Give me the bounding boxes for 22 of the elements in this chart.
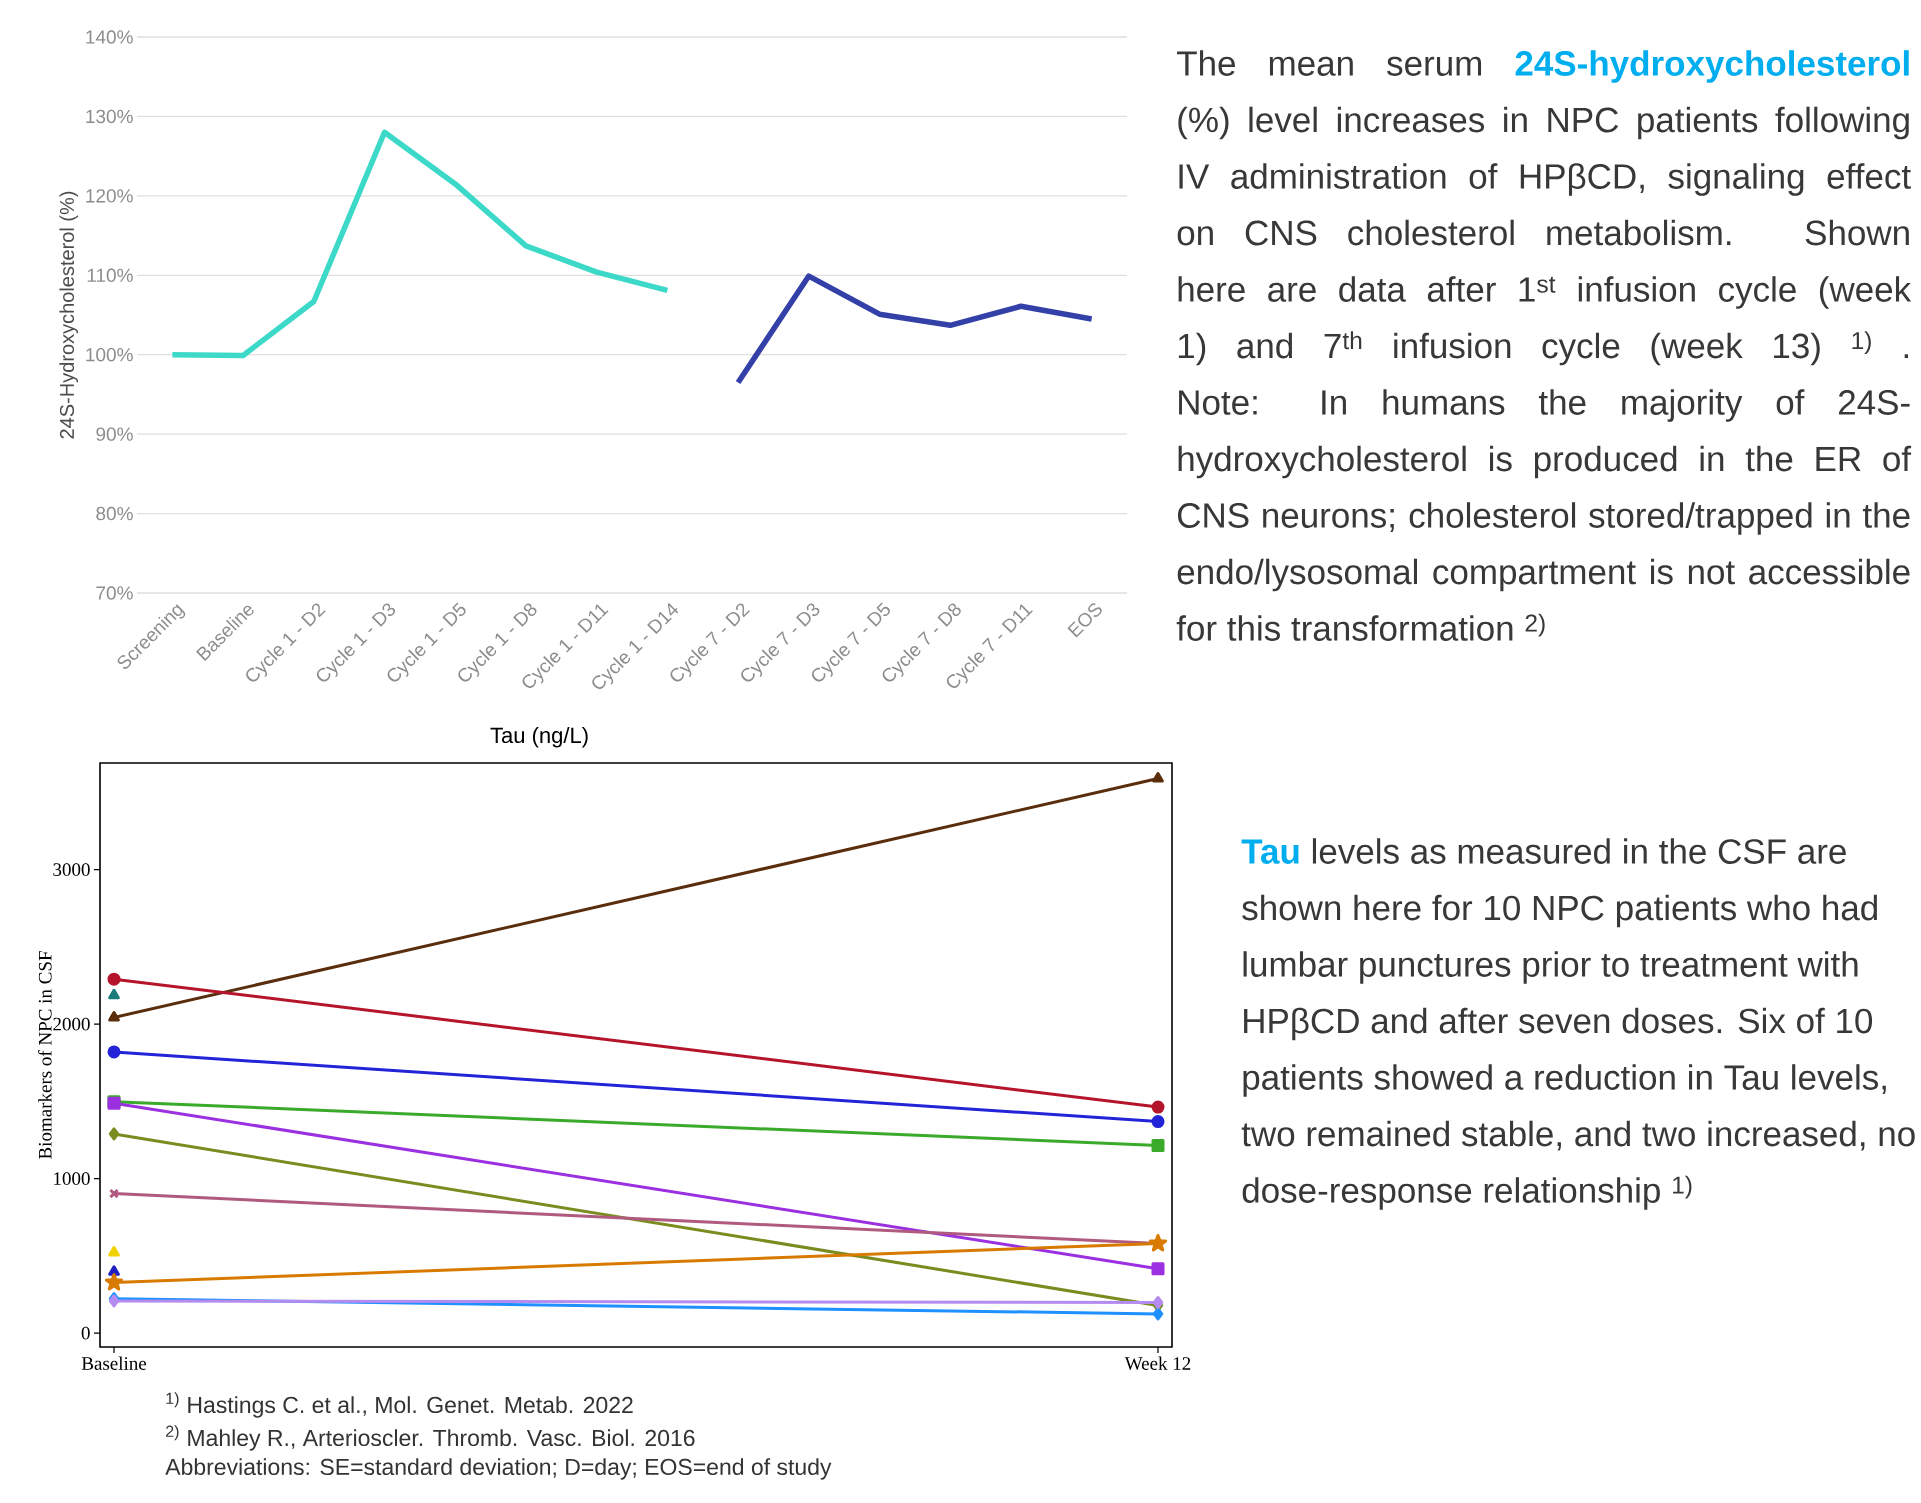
y-tick-label: 80% xyxy=(96,506,133,521)
y-tick-label: 2000 xyxy=(53,1017,90,1031)
y-tick-label: 140% xyxy=(86,30,133,44)
y-tick-label: 1000 xyxy=(54,1172,90,1186)
x-tick-label: Baseline xyxy=(81,1356,147,1370)
y-tick-label: 130% xyxy=(86,109,133,124)
chart-title: Tau (ng/L) xyxy=(490,726,588,748)
x-tick-label: Week 12 xyxy=(1124,1356,1191,1370)
y-tick-label: 110% xyxy=(87,268,133,283)
text: $^{1)}$ Hastings C. et al., Mol. Genet. Metab. 2022 xyxy=(166,1392,633,1418)
y-tick-label: 120% xyxy=(86,189,133,203)
y-tick-label: 0 xyxy=(81,1326,90,1340)
text: Tau levels as measured in the CSF are shown here for 10 NPC patients who had lumbar punctures prior to treatment with HPβCD and after seven doses. Six of 10 patients showed a reduction in Tau levels, two remained stable, and two increased, no dose-response relationship $^{1)}$ xyxy=(1241,838,1915,1210)
y-tick-label: 70% xyxy=(96,586,133,600)
y-tick-label: 90% xyxy=(96,427,133,441)
y-axis-title: Biomarkers of NPC in CSF xyxy=(38,951,52,1159)
y-tick-label: 3000 xyxy=(53,863,90,877)
y-axis-title: 24S-Hydroxycholesterol (%) xyxy=(59,191,79,439)
text: The mean serum 24S-hydroxycholesterol (%) level increases in NPC patients following IV administration of HPβCD, signaling effect on CNS cholesterol metabolism. Shown here are data after 1$^{st}$ infusion cycle (week 1) and 7$^{th}$ infusion cycle (week 13) $^{1)}$ . Note: In humans the majority of 24S-hydroxycholesterol is produced in the ER of CNS neurons; cholesterol stored/trapped in the endo/lysosomal compartment is not accessible for this transformation $^{2)}$ xyxy=(1176,50,1912,641)
text: $^{2)}$ Mahley R., Arterioscler. Thromb. Vasc. Biol. 2016 xyxy=(166,1425,695,1451)
y-tick-label: 100% xyxy=(86,347,133,362)
text: Abbreviations: SE=standard deviation; D=day; EOS=end of study xyxy=(165,1458,832,1480)
